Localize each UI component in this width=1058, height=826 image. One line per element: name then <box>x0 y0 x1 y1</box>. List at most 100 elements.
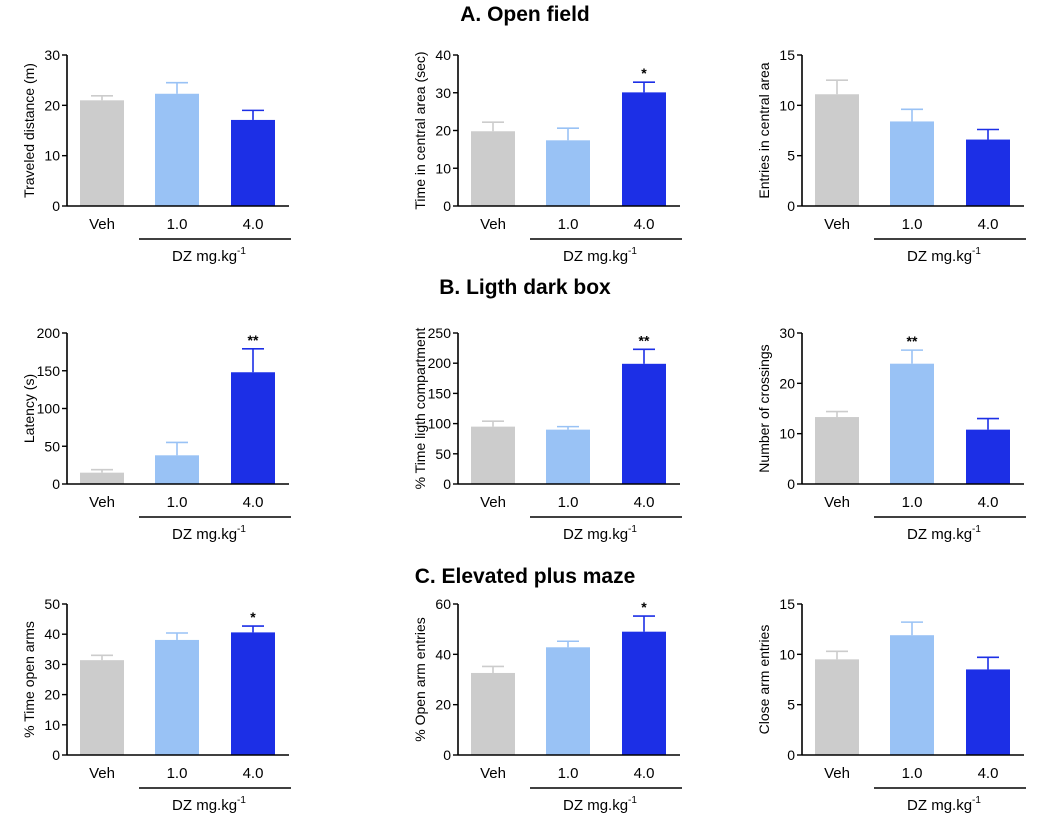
bar <box>546 647 590 755</box>
bar <box>231 632 275 755</box>
y-axis-label: Traveled distance (m) <box>21 63 37 198</box>
significance-label: * <box>641 599 647 615</box>
category-label: Veh <box>480 765 506 782</box>
y-tick-label: 0 <box>787 747 795 763</box>
dose-group-superscript: -1 <box>972 795 981 806</box>
category-label: Veh <box>89 494 115 511</box>
y-tick-label: 10 <box>435 160 451 176</box>
y-tick-label: 50 <box>44 438 60 454</box>
y-tick-label: 20 <box>44 97 60 113</box>
chart-panel: Veh 1.0 * 4.0 0 20 40 60 % Open arm entries DZ mg… <box>412 596 682 814</box>
category-label: 1.0 <box>558 765 579 782</box>
category-label: 1.0 <box>902 765 923 782</box>
dose-group-label: DZ mg.kg-1 <box>907 246 981 265</box>
category-label: Veh <box>480 494 506 511</box>
section-title-a: A. Open field <box>460 3 590 26</box>
y-axis-label: % Time open arms <box>21 621 37 738</box>
bar <box>622 92 666 206</box>
y-axis-label: Time in central area (sec) <box>412 51 428 209</box>
y-tick-label: 30 <box>44 656 60 672</box>
bar <box>80 100 124 206</box>
y-tick-label: 0 <box>52 198 60 214</box>
category-label: Veh <box>89 216 115 233</box>
y-axis-label: % Time ligth compartment <box>412 327 428 489</box>
category-label: 4.0 <box>243 494 264 511</box>
y-tick-label: 200 <box>37 325 61 341</box>
dose-group-label: DZ mg.kg-1 <box>563 246 637 265</box>
dose-group-superscript: -1 <box>237 795 246 806</box>
y-tick-label: 15 <box>779 596 795 612</box>
y-tick-label: 0 <box>443 198 451 214</box>
chart-panel: Veh 1.0 * 4.0 0 10 20 30 40 50 % Time open arms DZ … <box>21 596 291 814</box>
bar <box>80 472 124 484</box>
y-tick-label: 0 <box>787 198 795 214</box>
y-tick-label: 40 <box>435 47 451 63</box>
category-label: 4.0 <box>978 765 999 782</box>
category-label: 4.0 <box>634 494 655 511</box>
chart-panels: Veh 1.0 4.0 0 10 20 30 Traveled distance (m) DZ … <box>21 47 1026 814</box>
section-title-b: B. Ligth dark box <box>439 276 611 299</box>
y-tick-label: 50 <box>435 446 451 462</box>
bar <box>155 455 199 484</box>
bar <box>890 121 934 206</box>
y-tick-label: 0 <box>52 747 60 763</box>
dose-group-label: DZ mg.kg-1 <box>172 795 246 814</box>
bar <box>155 639 199 755</box>
significance-label: ** <box>907 333 918 349</box>
y-tick-label: 150 <box>37 363 61 379</box>
chart-panel: Veh 1.0 4.0 0 10 20 30 Traveled distance (m) DZ … <box>21 47 291 265</box>
category-label: 4.0 <box>978 216 999 233</box>
y-tick-label: 10 <box>779 646 795 662</box>
y-axis-label: Close arm entries <box>756 625 772 735</box>
chart-panel: Veh 1.0 4.0 0 5 10 15 Close arm entries DZ mg.kg… <box>756 596 1026 814</box>
category-label: 1.0 <box>902 216 923 233</box>
y-tick-label: 200 <box>428 355 452 371</box>
bar <box>815 659 859 755</box>
category-label: 4.0 <box>243 765 264 782</box>
y-axis-label: % Open arm entries <box>412 617 428 742</box>
significance-label: ** <box>639 332 650 348</box>
y-tick-label: 5 <box>787 697 795 713</box>
y-tick-label: 10 <box>779 426 795 442</box>
chart-panel: Veh 1.0 ** 4.0 0 50 100 150 200 Latency (s) DZ mg.… <box>21 325 291 543</box>
bar <box>622 631 666 755</box>
category-label: 1.0 <box>167 765 188 782</box>
dose-group-superscript: -1 <box>628 795 637 806</box>
y-tick-label: 40 <box>44 626 60 642</box>
bar <box>815 417 859 484</box>
bar <box>966 429 1010 484</box>
y-axis-label: Number of crossings <box>756 344 772 472</box>
y-tick-label: 0 <box>443 747 451 763</box>
y-tick-label: 10 <box>779 97 795 113</box>
category-label: Veh <box>480 216 506 233</box>
bar <box>231 372 275 484</box>
category-label: 1.0 <box>167 216 188 233</box>
y-tick-label: 100 <box>37 401 61 417</box>
y-tick-label: 100 <box>428 416 452 432</box>
dose-group-superscript: -1 <box>237 246 246 257</box>
bar <box>546 429 590 484</box>
y-tick-label: 20 <box>44 687 60 703</box>
bar <box>471 131 515 206</box>
bar <box>471 672 515 755</box>
category-label: Veh <box>824 494 850 511</box>
bar <box>471 426 515 484</box>
y-tick-label: 50 <box>44 596 60 612</box>
y-tick-label: 0 <box>443 476 451 492</box>
y-tick-label: 30 <box>779 325 795 341</box>
y-tick-label: 15 <box>779 47 795 63</box>
dose-group-label: DZ mg.kg-1 <box>563 795 637 814</box>
significance-label: ** <box>248 332 259 348</box>
significance-label: * <box>250 609 256 625</box>
y-axis-label: Latency (s) <box>21 374 37 443</box>
y-tick-label: 5 <box>787 148 795 164</box>
y-tick-label: 60 <box>435 596 451 612</box>
category-label: 1.0 <box>167 494 188 511</box>
chart-panel: Veh 1.0 ** 4.0 0 50 100 150 200 250% Time ligth c… <box>412 325 682 543</box>
bar <box>231 119 275 206</box>
dose-group-label: DZ mg.kg-1 <box>907 795 981 814</box>
dose-group-label: DZ mg.kg-1 <box>563 524 637 543</box>
y-tick-label: 20 <box>779 375 795 391</box>
bar <box>622 363 666 484</box>
